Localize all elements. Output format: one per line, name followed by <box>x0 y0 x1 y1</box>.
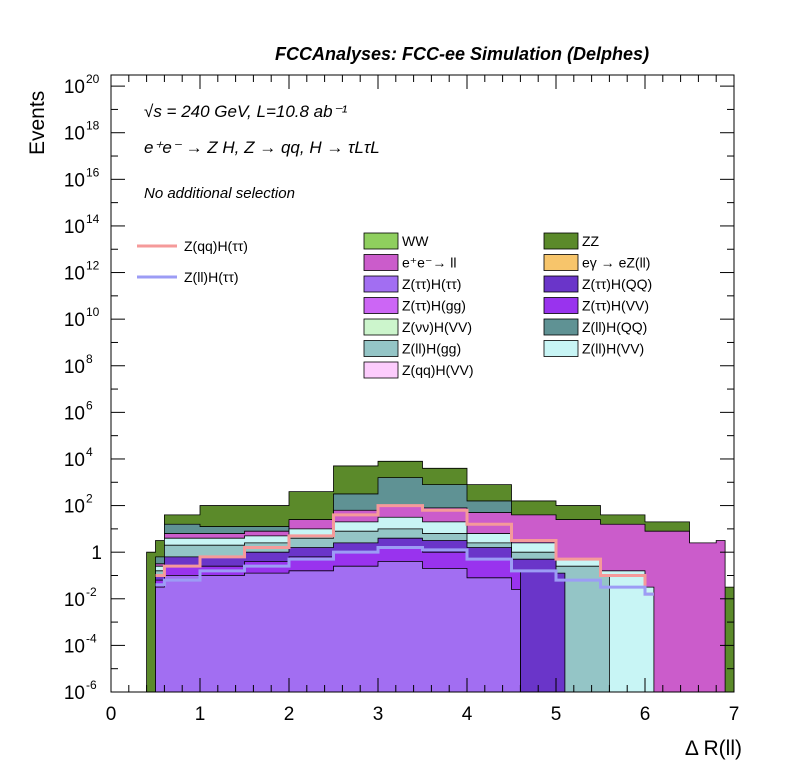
y-tick-label-0: 10 <box>64 77 85 98</box>
legend-box-swatch-3 <box>543 254 579 271</box>
overlay-line-0 <box>155 504 654 596</box>
legend-box-label-6: Z(ττ)H(gg) <box>402 298 466 314</box>
legend-line-label-1: Z(ll)H(ττ) <box>184 269 239 285</box>
selection-label: No additional selection <box>144 185 295 202</box>
legend-box-swatch-9 <box>543 318 579 336</box>
legend-box-swatch-4 <box>363 275 399 293</box>
y-tick-exponent-5: 10 <box>86 305 100 319</box>
x-tick-label-4: 4 <box>462 704 473 725</box>
legend-box-swatch-5 <box>543 275 579 293</box>
legend-box-label-0: WW <box>402 233 429 249</box>
y-tick-exponent-13: -6 <box>86 678 97 692</box>
y-tick-label-12: 10 <box>64 636 85 657</box>
legend-box-swatch-0 <box>363 232 399 250</box>
legend-box-label-1: ZZ <box>582 233 600 249</box>
y-tick-exponent-0: 20 <box>86 72 100 86</box>
y-tick-label-5: 10 <box>64 310 85 331</box>
process-label: e⁺e⁻ → Z H, Z → qq, H → τLτL <box>144 138 380 157</box>
legend-box-swatch-10 <box>363 340 399 357</box>
y-tick-exponent-8: 4 <box>86 445 93 459</box>
y-tick-label-9: 10 <box>64 497 85 518</box>
legend-box-label-9: Z(ll)H(QQ) <box>582 319 647 335</box>
y-tick-exponent-7: 6 <box>86 398 93 412</box>
legend-box-swatch-1 <box>543 232 579 250</box>
x-tick-label-0: 0 <box>106 704 117 725</box>
legend-lines: Z(qq)H(ττ) Z(ll)H(ττ) <box>137 238 248 285</box>
legend-box-label-12: Z(qq)H(VV) <box>402 362 474 378</box>
x-axis: 0 1 2 3 4 5 6 7 <box>106 75 740 725</box>
legend-line-label-0: Z(qq)H(ττ) <box>184 238 248 254</box>
stack-layer-7 <box>155 561 521 693</box>
y-tick-label-7: 10 <box>64 403 85 424</box>
energy-label: √s = 240 GeV, L=10.8 ab⁻¹ <box>144 102 348 121</box>
y-tick-label-4: 10 <box>64 264 85 285</box>
x-tick-label-1: 1 <box>195 704 206 725</box>
legend-box-label-8: Z(νν)H(VV) <box>402 319 472 335</box>
legend-box-label-11: Z(ll)H(VV) <box>582 341 644 357</box>
y-tick-label-8: 10 <box>64 450 85 471</box>
y-tick-label-1: 10 <box>64 124 85 145</box>
legend-box-label-4: Z(ττ)H(ττ) <box>402 276 461 292</box>
legend-box-swatch-2 <box>363 254 399 271</box>
legend-box-swatch-8 <box>363 318 399 336</box>
plot-area <box>146 460 735 693</box>
legend-box-label-10: Z(ll)H(gg) <box>402 341 461 357</box>
plot-frame <box>110 74 735 693</box>
legend-box-label-5: Z(ττ)H(QQ) <box>582 276 652 292</box>
x-tick-label-5: 5 <box>551 704 562 725</box>
x-tick-label-6: 6 <box>640 704 651 725</box>
legend-box-label-3: eγ → eZ(ll) <box>582 255 650 271</box>
x-axis-label: Δ R(ll) <box>685 737 742 760</box>
x-tick-label-2: 2 <box>284 704 295 725</box>
y-tick-exponent-6: 8 <box>86 352 93 366</box>
y-axis-label: Events <box>26 91 49 155</box>
y-tick-exponent-4: 12 <box>86 259 100 273</box>
y-tick-exponent-11: -2 <box>86 585 97 599</box>
y-tick-label-10: 1 <box>91 543 102 564</box>
y-tick-exponent-12: -4 <box>86 631 97 645</box>
x-tick-label-3: 3 <box>373 704 384 725</box>
legend-boxes: WW ZZ e⁺e⁻→ ll eγ → eZ(ll) Z(ττ)H(ττ) Z(ττ)H(… <box>363 232 652 379</box>
legend-box-label-7: Z(ττ)H(VV) <box>582 298 649 314</box>
y-tick-exponent-1: 18 <box>86 119 100 133</box>
legend-box-swatch-12 <box>363 361 399 379</box>
legend-box-label-2: e⁺e⁻→ ll <box>402 255 456 271</box>
x-tick-label-7: 7 <box>729 704 740 725</box>
overlay-line-1 <box>155 546 654 596</box>
chart-title: FCCAnalyses: FCC-ee Simulation (Delphes) <box>275 44 650 64</box>
legend-box-swatch-6 <box>363 297 399 314</box>
y-tick-label-2: 10 <box>64 170 85 191</box>
y-tick-exponent-2: 16 <box>86 165 100 179</box>
y-tick-exponent-3: 14 <box>86 212 100 226</box>
y-tick-label-13: 10 <box>64 683 85 704</box>
legend-box-swatch-11 <box>543 340 579 357</box>
y-tick-label-11: 10 <box>64 590 85 611</box>
y-tick-exponent-9: 2 <box>86 492 93 506</box>
y-tick-label-6: 10 <box>64 357 85 378</box>
y-tick-label-3: 10 <box>64 217 85 238</box>
legend-box-swatch-7 <box>543 297 579 314</box>
